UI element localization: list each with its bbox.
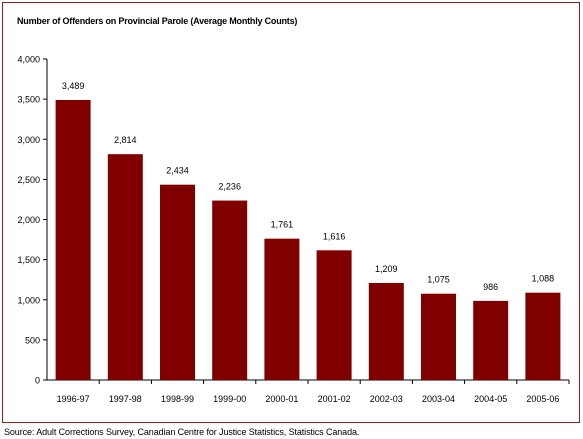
x-tick-label: 2001-02 bbox=[318, 394, 351, 404]
bar bbox=[421, 293, 456, 380]
x-tick-label: 1996-97 bbox=[57, 394, 90, 404]
bar bbox=[264, 238, 300, 380]
bar bbox=[160, 184, 195, 380]
value-label: 2,814 bbox=[114, 135, 137, 145]
y-tick-label: 2,500 bbox=[17, 175, 40, 185]
y-tick-label: 0 bbox=[35, 376, 40, 386]
bar bbox=[525, 292, 561, 380]
value-label: 1,088 bbox=[532, 274, 555, 284]
y-tick-label: 3,000 bbox=[17, 135, 40, 145]
value-label: 2,434 bbox=[166, 166, 189, 176]
x-tick-label: 2005-06 bbox=[526, 394, 559, 404]
labels: 3,489 1996-97 2,814 1997-98 2,434 1998-99 2,23… bbox=[57, 81, 560, 404]
x-tick-label: 1998-99 bbox=[161, 394, 194, 404]
value-label: 1,616 bbox=[323, 231, 346, 241]
bar bbox=[316, 250, 352, 380]
x-tick-label: 2000-01 bbox=[265, 394, 298, 404]
source-note: Source: Adult Corrections Survey, Canadi… bbox=[4, 427, 360, 437]
value-label: 3,489 bbox=[62, 81, 85, 91]
x-tick-label: 2002-03 bbox=[370, 394, 403, 404]
value-label: 2,236 bbox=[218, 182, 241, 192]
value-label: 1,761 bbox=[271, 220, 294, 230]
bar bbox=[55, 100, 91, 380]
bars bbox=[55, 100, 561, 380]
bar bbox=[473, 300, 509, 380]
x-tick-label: 1999-00 bbox=[213, 394, 246, 404]
y-tick-label: 2,000 bbox=[17, 215, 40, 225]
y-tick-label: 3,500 bbox=[17, 95, 40, 105]
x-tick-label: 2004-05 bbox=[474, 394, 507, 404]
x-tick-label: 1997-98 bbox=[109, 394, 142, 404]
value-label: 1,209 bbox=[375, 264, 398, 274]
bar bbox=[212, 200, 248, 380]
y-tick-label: 4,000 bbox=[17, 55, 40, 65]
chart-title: Number of Offenders on Provincial Parole… bbox=[17, 16, 298, 26]
value-label: 986 bbox=[483, 282, 498, 292]
bar bbox=[107, 154, 143, 380]
value-label: 1,075 bbox=[427, 275, 450, 285]
y-tick-label: 1,500 bbox=[17, 255, 40, 265]
y-tick-label: 500 bbox=[25, 335, 40, 345]
y-tick-label: 1,000 bbox=[17, 295, 40, 305]
x-tick-label: 2003-04 bbox=[422, 394, 455, 404]
bar bbox=[368, 282, 404, 380]
